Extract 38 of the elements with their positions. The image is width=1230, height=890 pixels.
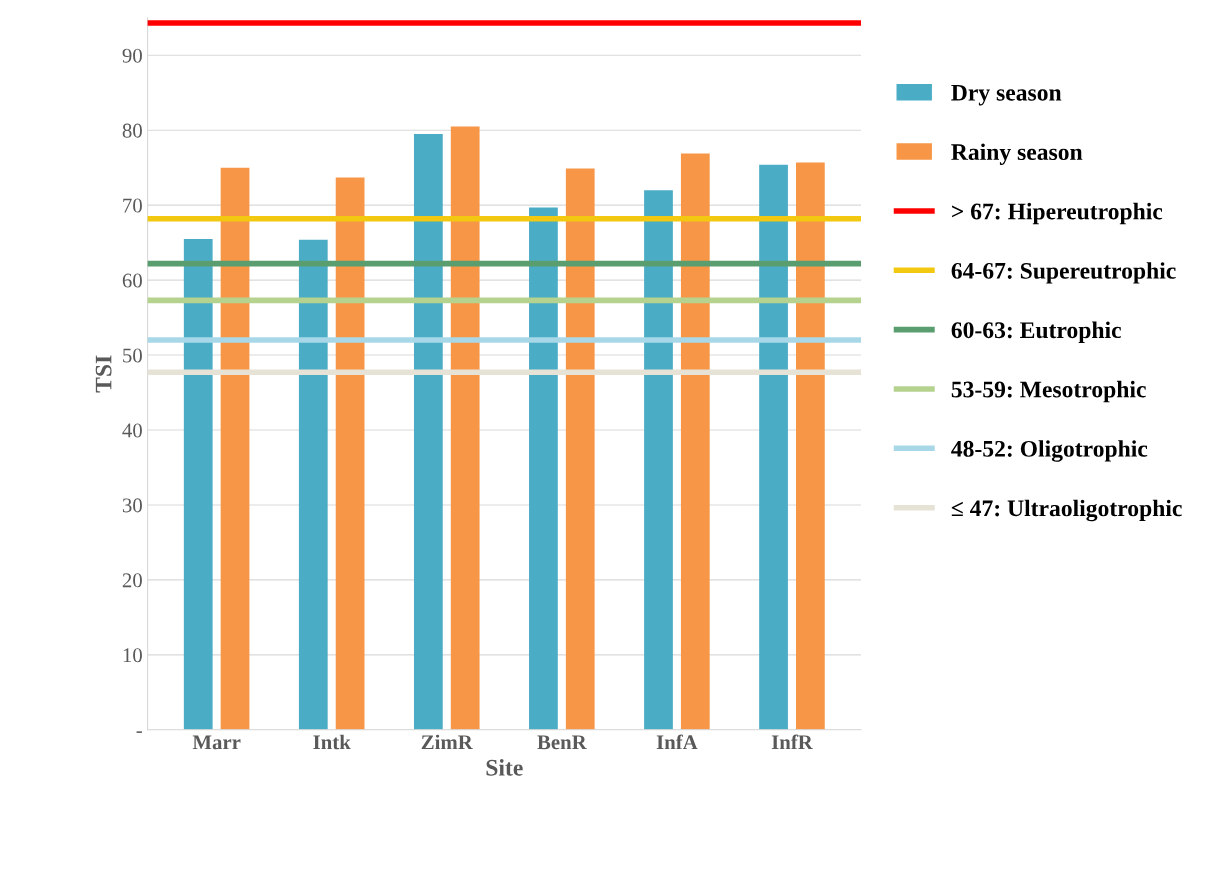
legend-label: 64-67: Supereutrophic bbox=[951, 262, 1176, 284]
y-tick-label: - bbox=[136, 731, 142, 733]
x-tick-label: BenR bbox=[537, 735, 587, 750]
bar bbox=[529, 207, 558, 730]
bar bbox=[298, 239, 328, 730]
y-tick-label: 20 bbox=[122, 573, 142, 588]
x-tick-label: InfA bbox=[656, 734, 698, 750]
bar bbox=[450, 126, 480, 730]
y-tick-label: 30 bbox=[122, 498, 142, 513]
x-axis-title: Site bbox=[486, 759, 523, 776]
y-tick-label: 10 bbox=[123, 648, 142, 663]
legend-label: 60-63: Eutrophic bbox=[951, 321, 1121, 343]
y-tick-label: 60 bbox=[122, 273, 142, 288]
bar bbox=[644, 190, 673, 730]
legend-label: 53-59: Mesotrophic bbox=[951, 380, 1146, 403]
x-tick-label: InfR bbox=[771, 734, 813, 750]
bar bbox=[413, 133, 443, 730]
legend-label: > 67: Hipereutrophic bbox=[952, 202, 1163, 225]
y-tick-label: 80 bbox=[122, 123, 142, 138]
y-tick-label: 50 bbox=[123, 348, 142, 363]
bar bbox=[220, 167, 250, 730]
y-axis-title: TSI bbox=[95, 355, 112, 393]
y-tick-label: 40 bbox=[122, 423, 142, 438]
y-tick-label: 70 bbox=[123, 198, 142, 213]
bar bbox=[565, 168, 595, 730]
bar bbox=[680, 153, 710, 730]
x-tick-label: Marr bbox=[192, 735, 241, 750]
legend-label: Rainy season bbox=[951, 143, 1083, 165]
y-tick-label: 90 bbox=[122, 48, 142, 63]
x-tick-label: ZimR bbox=[421, 734, 473, 750]
bar bbox=[335, 177, 365, 730]
legend-label: ≤ 47: Ultraoligotrophic bbox=[951, 499, 1182, 522]
bar bbox=[795, 162, 825, 730]
legend-label: Dry season bbox=[951, 84, 1062, 106]
bar bbox=[759, 164, 788, 730]
x-tick-label: Intk bbox=[313, 734, 351, 750]
bar bbox=[183, 238, 213, 730]
legend-label: 48-52: Oligotrophic bbox=[951, 440, 1148, 462]
